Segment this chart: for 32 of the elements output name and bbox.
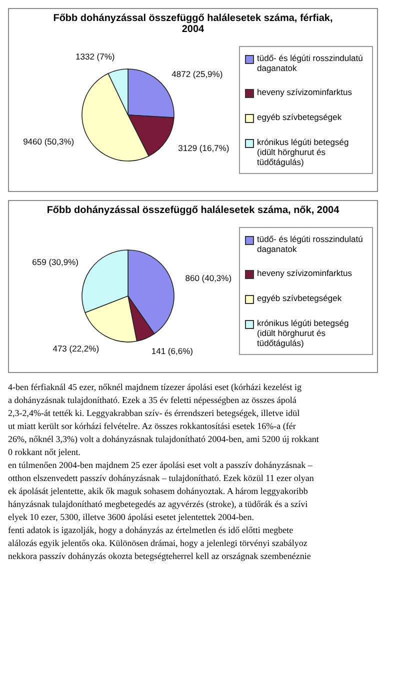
text: 2,3-2,4%-át tették ki. Leggyakrabban szív- és érrendszeri betegségek, illetve idül bbox=[8, 407, 301, 420]
text: 26%, nőknél 3,3%) volt a dohányzásnak tulajdonítható 2004-ben, ami 5200 új rokkant bbox=[8, 433, 320, 446]
data-label: 860 (40,3%) bbox=[185, 273, 232, 284]
data-label: 9460 (50,3%) bbox=[23, 136, 74, 146]
text: 4-ben férfiaknál 45 ezer, nőknél majdnem tízezer ápolási eset (kórházi kezelést ig bbox=[8, 381, 303, 394]
legend-label: egyéb szívbetegségek bbox=[257, 293, 342, 303]
data-label: 3129 (16,7%) bbox=[178, 142, 230, 153]
data-label: 473 (22,2%) bbox=[52, 344, 100, 354]
text: elyek 10 ezer, 5300, illetve 3600 ápolási esetet jelentettek 2004-ben. bbox=[8, 511, 256, 524]
legend-label: tüdő- és légúti rosszindulatú daganatok bbox=[257, 53, 364, 73]
legend-label: heveny szívizominfarktus bbox=[257, 268, 352, 278]
text: en túlmenően 2004-ben majdnem 25 ezer ápolási eset volt a passzív dohányzásnak – bbox=[8, 459, 314, 472]
legend-label: heveny szívizominfarktus bbox=[257, 87, 352, 97]
text: Főbb dohányzással összefüggő halálesetek száma, férfiak, 2004 bbox=[52, 13, 334, 35]
text: hányzásnak tulajdonítható megbetegedés az agyvérzés (stroke), a tüdőrák és a szívi bbox=[8, 498, 309, 511]
text: nekkora passzív dohányzás okozta betegségteherrel kell az országnak szembenéznie bbox=[8, 550, 312, 563]
legend-label: krónikus légúti betegség (idült hörghurut és tüdőtágulás) bbox=[257, 137, 350, 167]
data-label: 141 (6,6%) bbox=[151, 346, 194, 356]
legend-label: krónikus légúti betegség (idült hörghurut és tüdőtágulás) bbox=[257, 318, 350, 348]
text: ut miatt került sor kórházi felvételre. Az összes rokkantosítási esetek 16%-a (fér bbox=[8, 420, 297, 433]
text: 0 rokkant nőt jelent. bbox=[8, 446, 82, 459]
text: a dohányzásnak tulajdonítható. Ezek a 35 év feletti népességben az összes ápolá bbox=[8, 394, 298, 407]
legend-label: egyéb szívbetegségek bbox=[257, 112, 342, 122]
data-label: 4872 (25,9%) bbox=[172, 68, 223, 79]
text: otthon elszenvedett passzív dohányzásnak – tulajdonítható. Ezek közül 11 ezer olyan bbox=[8, 472, 315, 485]
text: alálozás egyik jelentős oka. Különösen drámai, hogy a jelenlegi törvényi szabályoz bbox=[8, 537, 308, 550]
text: Főbb dohányzással összefüggő halálesetek száma, nők, 2004 bbox=[46, 205, 340, 216]
legend-label: tüdő- és légúti rosszindulatú daganatok bbox=[257, 234, 364, 254]
text: ek ápolását jelentette, akik ők maguk sohasem dohányoztak. A három leggyakoribb bbox=[8, 485, 309, 498]
text: fenti adatok is igazolják, hogy a dohányzás az értelmetlen és idő előtti megbete bbox=[8, 524, 294, 537]
data-label: 1332 (7%) bbox=[76, 51, 115, 62]
data-label: 659 (30,9%) bbox=[32, 257, 79, 268]
